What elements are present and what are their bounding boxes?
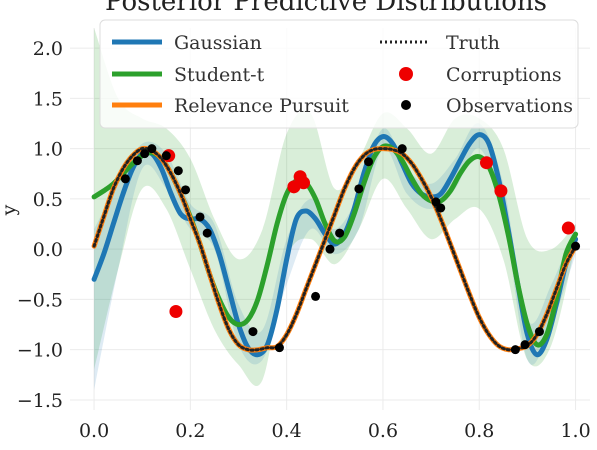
y-tick-label: 0.0 (33, 239, 63, 261)
observation-point (248, 327, 258, 337)
legend-swatch-observations (401, 100, 411, 110)
observation-point (140, 149, 150, 159)
gaussian-line (91, 132, 579, 358)
observation-point (195, 212, 205, 222)
legend-label-truth: Truth (446, 32, 500, 54)
y-tick-label: 2.0 (33, 38, 63, 60)
observation-point (436, 203, 446, 213)
x-tick-label: 0.6 (368, 420, 398, 442)
legend-label-relevance-pursuit: Relevance Pursuit (174, 95, 349, 117)
corruption-point (297, 176, 311, 190)
y-tick-label: −1.0 (17, 340, 63, 362)
observation-point (274, 343, 284, 353)
corruption-point (479, 156, 493, 170)
chart-title: Posterior Predictive Distributions (105, 0, 547, 17)
y-tick-label: 0.5 (33, 189, 63, 211)
observation-point (325, 244, 335, 254)
observation-point (354, 184, 364, 194)
x-tick-label: 0.4 (272, 420, 302, 442)
observation-point (311, 291, 321, 301)
observation-point (510, 345, 520, 355)
x-tick-label: 0.8 (464, 420, 494, 442)
x-tick-label: 0.2 (175, 420, 205, 442)
legend-box (99, 19, 579, 129)
y-tick-label: −0.5 (17, 289, 63, 311)
observation-point (520, 340, 530, 350)
corruption-point (561, 221, 575, 235)
y-axis-label: y (0, 204, 20, 216)
observation-point (534, 327, 544, 337)
legend-label-gaussian: Gaussian (174, 32, 262, 54)
observation-point (120, 174, 130, 184)
corruption-point (494, 184, 508, 198)
x-tick-label: 0.0 (79, 420, 109, 442)
legend: Gaussian Student-t Relevance Pursuit Tru… (99, 19, 579, 129)
x-axis-ticks: 0.0 0.2 0.4 0.6 0.8 1.0 (79, 420, 591, 442)
legend-label-student-t: Student-t (174, 64, 265, 86)
legend-label-corruptions: Corruptions (446, 64, 562, 86)
x-tick-label: 1.0 (560, 420, 590, 442)
y-tick-label: 1.5 (33, 88, 63, 110)
legend-label-observations: Observations (446, 95, 573, 117)
observation-point (571, 241, 581, 251)
legend-swatch-corruptions (399, 67, 413, 81)
observation-point (132, 156, 142, 166)
y-tick-label: −1.5 (17, 390, 63, 412)
data-points (120, 144, 581, 355)
observation-point (181, 185, 191, 195)
y-tick-label: 1.0 (33, 139, 63, 161)
observation-point (364, 157, 374, 167)
corruption-point (169, 304, 183, 318)
y-axis-ticks: −1.5 −1.0 −0.5 0.0 0.5 1.0 1.5 2.0 (17, 38, 63, 412)
observation-point (173, 166, 183, 176)
observation-point (147, 144, 157, 154)
x-axis-label: x (325, 443, 336, 450)
observation-point (431, 197, 441, 207)
series-lines (91, 132, 579, 358)
observation-point (335, 228, 345, 238)
observation-point (397, 144, 407, 154)
truth-line (92, 146, 578, 352)
observation-point (161, 151, 171, 161)
observation-point (202, 228, 212, 238)
